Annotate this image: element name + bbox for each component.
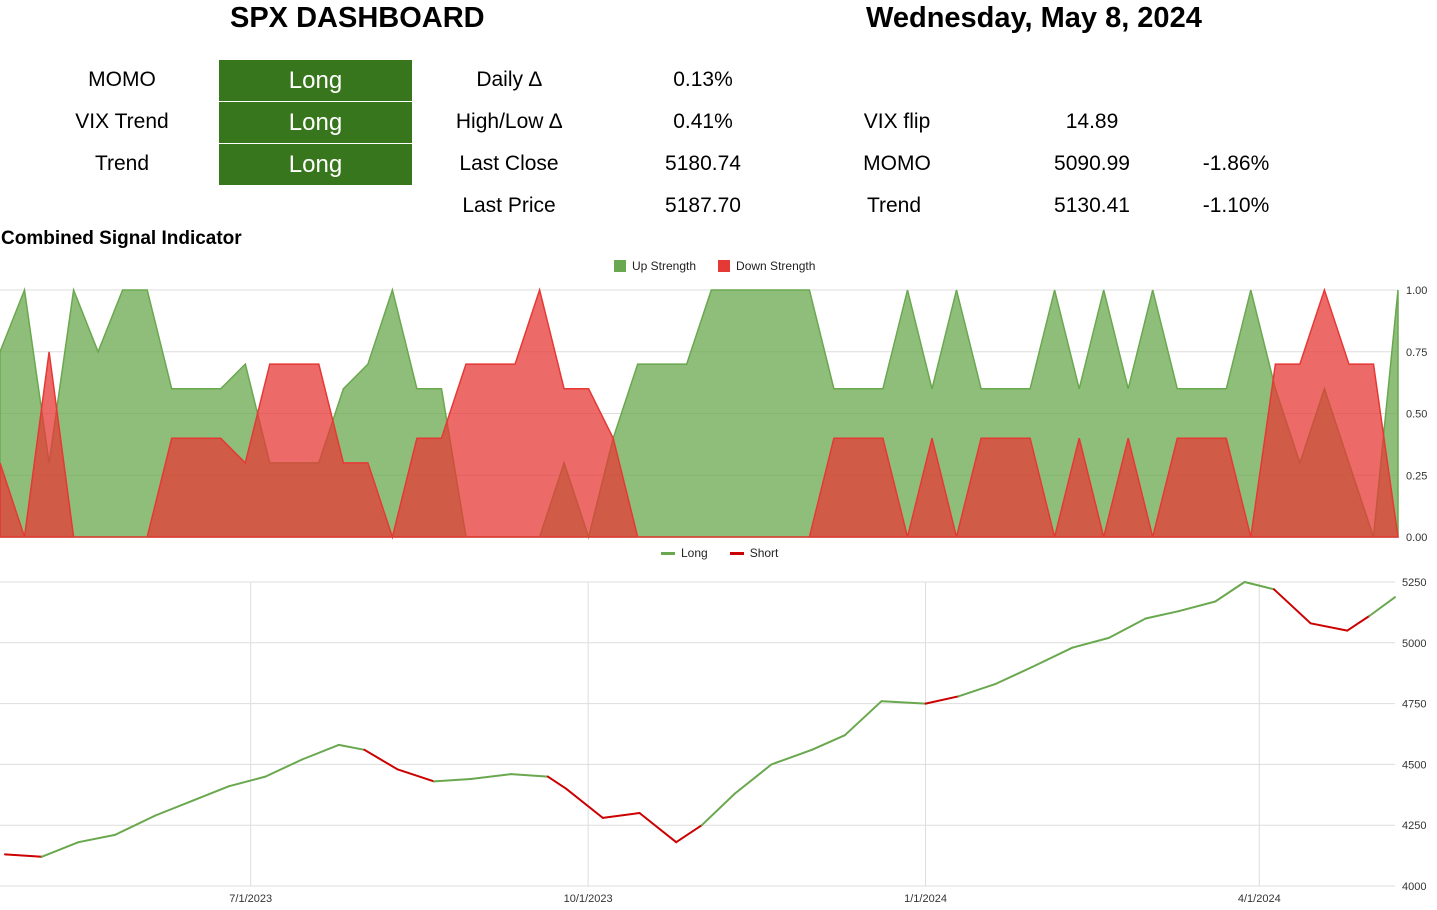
short-line-segment: [601, 812, 641, 819]
short-line-segment: [924, 695, 960, 705]
trend-level-label: Trend: [866, 194, 922, 217]
vix-flip-label: VIX flip: [863, 110, 931, 133]
price-ytick-label: 5000: [1402, 638, 1426, 650]
long-line-segment: [1368, 596, 1396, 617]
signal-box-trend: Long: [219, 144, 412, 185]
strength-ytick-label: 0.25: [1406, 470, 1427, 482]
regime-legend: Long Short: [661, 546, 778, 560]
short-line-segment: [4, 853, 43, 858]
long-line-segment: [40, 841, 80, 858]
long-line-swatch: [661, 551, 675, 555]
signal-box-vix-trend: Long: [219, 102, 412, 143]
long-line-segment: [433, 778, 472, 783]
long-line-segment: [700, 792, 736, 827]
strength-ytick-label: 0.75: [1406, 347, 1427, 359]
daily-delta-value: 0.13%: [673, 68, 733, 91]
section-title: Combined Signal Indicator: [1, 228, 242, 249]
price-ytick-label: 4250: [1402, 820, 1426, 832]
long-line-segment: [1071, 636, 1110, 649]
momo-level-label: MOMO: [863, 152, 931, 175]
long-line-segment: [843, 700, 883, 737]
last-close-label: Last Close: [459, 152, 559, 175]
long-line-segment: [114, 814, 157, 836]
high-low-delta-value: 0.41%: [673, 110, 733, 133]
price-xtick-label: 7/1/2023: [229, 893, 272, 905]
long-line-segment: [1030, 646, 1074, 669]
price-xtick-label: 1/1/2024: [904, 893, 947, 905]
long-line-segment: [1177, 600, 1217, 613]
last-close-value: 5180.74: [665, 152, 741, 175]
legend-down-strength: Down Strength: [736, 259, 816, 273]
strength-legend: Up Strength Down Strength: [614, 259, 815, 273]
daily-delta-label: Daily ∆: [476, 68, 542, 91]
last-price-value: 5187.70: [665, 194, 741, 217]
trend-level-value: 5130.41: [1054, 194, 1130, 217]
last-price-label: Last Price: [462, 194, 556, 217]
long-line-segment: [810, 734, 846, 751]
long-line-segment: [994, 666, 1033, 686]
short-line-segment: [1309, 622, 1349, 632]
long-line-segment: [264, 758, 304, 778]
dashboard-title: SPX DASHBOARD: [230, 2, 485, 34]
high-low-delta-label: High/Low ∆: [455, 110, 563, 133]
long-line-segment: [957, 683, 997, 698]
legend-short: Short: [749, 546, 779, 560]
vix-flip-value: 14.89: [1065, 110, 1119, 133]
strength-ytick-label: 0.00: [1406, 532, 1427, 544]
trend-level-pct: -1.10%: [1202, 194, 1270, 217]
momo-level-value: 5090.99: [1054, 152, 1130, 175]
down-strength-area: [0, 287, 1399, 540]
momo-level-pct: -1.86%: [1202, 152, 1270, 175]
short-line-segment: [1273, 588, 1312, 625]
price-ytick-label: 4500: [1402, 759, 1426, 771]
dashboard-date: Wednesday, May 8, 2024: [866, 2, 1202, 34]
long-line-segment: [1214, 581, 1246, 603]
long-line-segment: [337, 743, 366, 751]
short-line-segment: [565, 787, 604, 819]
long-line-segment: [1243, 581, 1275, 591]
price-xtick-label: 4/1/2024: [1238, 893, 1281, 905]
long-line-segment: [227, 775, 267, 788]
long-line-segment: [1144, 610, 1180, 620]
short-line-segment: [1346, 615, 1371, 632]
strength-ytick-label: 0.50: [1406, 409, 1427, 421]
signal-label-trend: Trend: [94, 152, 150, 175]
signal-label-momo: MOMO: [88, 68, 156, 91]
long-line-segment: [510, 773, 549, 778]
strength-area-chart: 0.00 0.25 0.50 0.75 1.00: [0, 285, 1427, 544]
down-strength-swatch: [718, 260, 731, 272]
short-line-segment: [396, 768, 436, 783]
signal-label-vix-trend: VIX Trend: [75, 110, 169, 133]
short-line-segment: [675, 824, 703, 844]
long-line-segment: [733, 763, 773, 795]
long-line-segment: [154, 799, 193, 817]
long-line-segment: [77, 833, 116, 844]
short-line-segment: [363, 748, 399, 771]
long-line-segment: [301, 743, 340, 761]
long-line-segment: [1107, 617, 1147, 639]
long-line-segment: [469, 773, 513, 780]
price-ytick-label: 5250: [1402, 577, 1426, 589]
price-ytick-label: 4000: [1402, 881, 1426, 893]
price-ytick-label: 4750: [1402, 699, 1426, 711]
signal-box-momo: Long: [219, 60, 412, 101]
up-strength-swatch: [614, 260, 626, 272]
strength-ytick-label: 1.00: [1406, 285, 1427, 297]
short-line-segment: [638, 812, 678, 844]
legend-long: Long: [681, 546, 708, 560]
long-line-segment: [770, 748, 813, 766]
short-line-segment: [546, 775, 568, 790]
short-line-swatch: [729, 551, 744, 555]
long-line-segment: [880, 700, 927, 705]
price-xtick-label: 10/1/2023: [564, 893, 613, 905]
spx-price-line-chart: 4000 4250 4500 4750 5000 5250 7/1/2023 10/1/202…: [0, 577, 1426, 905]
legend-up-strength: Up Strength: [632, 259, 697, 273]
long-line-segment: [191, 785, 230, 802]
